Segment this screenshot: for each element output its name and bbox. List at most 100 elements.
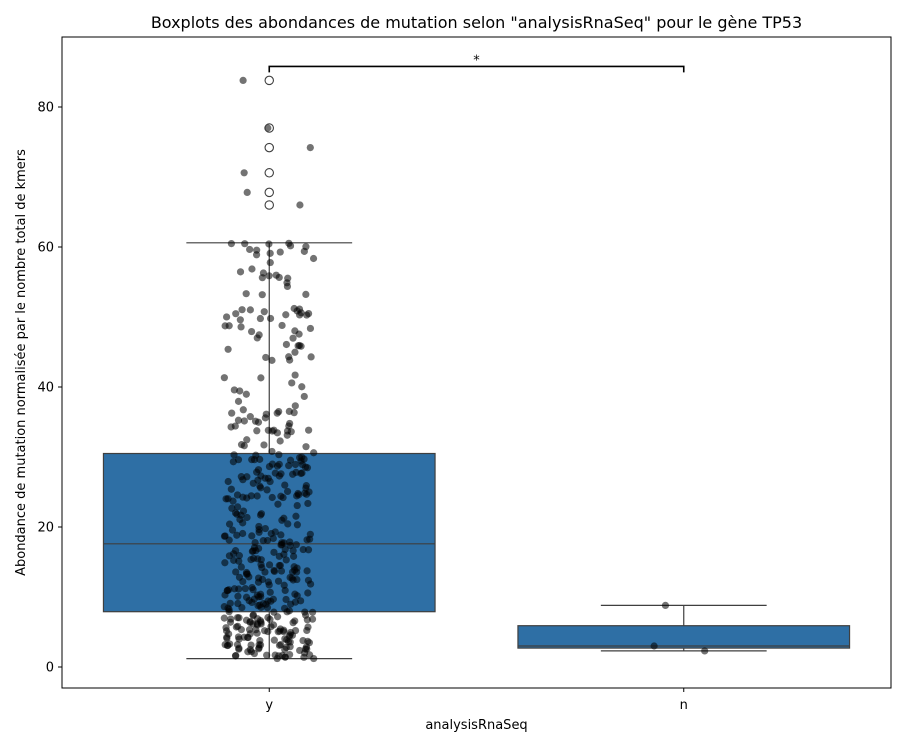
data-point <box>246 306 254 314</box>
data-point <box>239 406 247 414</box>
data-point <box>225 536 233 544</box>
data-point <box>267 597 275 605</box>
data-point <box>288 379 296 387</box>
data-point <box>275 451 283 459</box>
data-point <box>263 603 272 612</box>
data-point <box>226 618 235 626</box>
data-point <box>282 311 290 319</box>
data-point <box>270 426 278 434</box>
data-point <box>275 460 283 468</box>
data-point <box>246 413 254 421</box>
data-point <box>234 622 242 630</box>
data-point <box>241 584 249 593</box>
data-point <box>237 563 245 571</box>
data-point <box>247 492 255 500</box>
data-point <box>302 643 311 651</box>
data-point <box>302 290 310 299</box>
data-point <box>285 607 293 615</box>
data-point <box>225 586 233 594</box>
data-point <box>265 272 273 280</box>
data-point <box>264 474 272 482</box>
data-point <box>282 595 290 604</box>
data-point <box>258 563 266 572</box>
data-point <box>282 556 290 564</box>
box-iqr <box>517 625 851 649</box>
data-point <box>271 528 279 536</box>
data-point <box>298 469 306 477</box>
data-point <box>227 239 236 248</box>
data-point <box>235 585 243 593</box>
data-point <box>307 353 315 361</box>
data-point <box>257 556 265 564</box>
data-point <box>293 521 301 529</box>
data-point <box>248 532 256 540</box>
data-point <box>257 618 265 626</box>
data-point <box>248 265 256 273</box>
data-point <box>231 422 239 430</box>
data-point <box>234 599 242 608</box>
data-point <box>303 464 312 472</box>
data-point <box>291 590 299 598</box>
x-axis-label: analysisRnaSeq <box>425 718 527 733</box>
data-point <box>289 552 298 560</box>
data-point <box>233 613 242 622</box>
data-point <box>270 608 278 616</box>
data-point <box>276 248 284 256</box>
data-point <box>289 576 297 584</box>
data-point <box>306 324 315 333</box>
data-point <box>277 492 285 500</box>
data-point <box>304 637 312 645</box>
data-point <box>302 443 310 451</box>
data-point <box>286 650 294 659</box>
data-point <box>227 485 235 493</box>
data-point <box>234 416 243 424</box>
data-point <box>225 520 234 528</box>
data-point <box>268 447 276 456</box>
data-point <box>303 626 311 635</box>
data-point <box>296 646 304 655</box>
data-point <box>285 407 293 415</box>
data-point <box>239 529 247 538</box>
data-point <box>300 392 308 401</box>
data-point <box>257 374 265 382</box>
data-point <box>263 651 271 659</box>
data-point <box>289 619 297 627</box>
data-point <box>263 486 271 494</box>
data-point <box>289 334 297 342</box>
y-tick-label: 80 <box>37 101 54 116</box>
data-point <box>242 593 251 601</box>
data-point <box>304 589 312 597</box>
data-point <box>256 455 264 463</box>
data-point <box>300 247 308 255</box>
data-point <box>296 201 304 209</box>
data-point <box>275 562 283 570</box>
data-point <box>292 568 301 576</box>
data-point <box>232 310 240 318</box>
data-point <box>242 290 250 298</box>
significance-label: * <box>473 53 480 68</box>
data-point <box>233 531 241 539</box>
y-axis-label: Abondance de mutation normalisée par le … <box>14 149 29 576</box>
outlier-marker <box>264 168 274 178</box>
data-point <box>247 556 255 564</box>
data-point <box>249 547 257 555</box>
data-point <box>257 593 265 601</box>
data-point <box>306 580 315 588</box>
data-point <box>253 427 261 435</box>
data-point <box>262 353 270 362</box>
data-point <box>237 323 245 331</box>
data-point <box>297 309 305 317</box>
data-point <box>308 615 317 623</box>
data-point <box>291 371 299 379</box>
data-point <box>253 492 261 500</box>
data-point <box>305 309 313 318</box>
data-point <box>255 331 263 339</box>
data-point <box>281 586 289 595</box>
data-point <box>310 654 318 663</box>
marks-layer: * <box>102 53 851 663</box>
data-point <box>258 274 266 282</box>
data-point <box>235 644 243 652</box>
data-point <box>310 449 318 457</box>
data-point <box>276 437 284 445</box>
significance-bracket <box>268 65 685 73</box>
